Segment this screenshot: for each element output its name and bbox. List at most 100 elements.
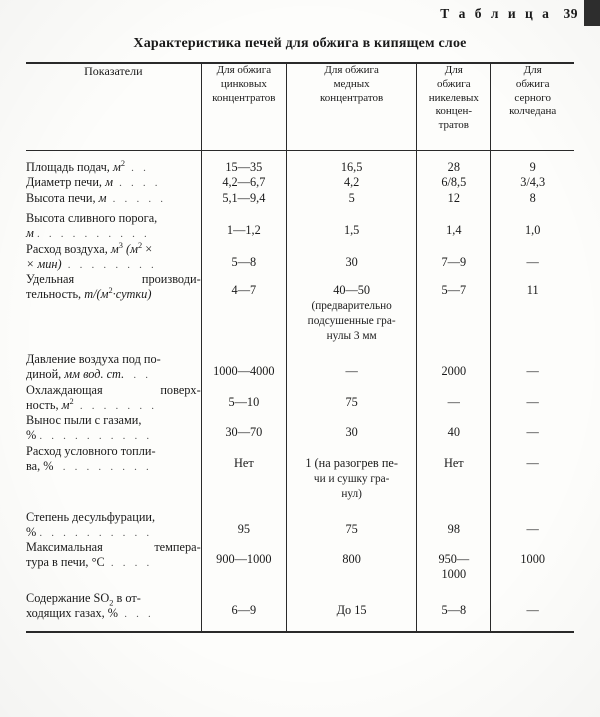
table-row: Высота печи, м . . . . . 5,1—9,4 5 12 8 — [26, 190, 574, 207]
unit: м — [26, 226, 34, 241]
table-number-value: 39 — [563, 6, 578, 21]
header-line: обжига — [515, 77, 550, 90]
row-label: Диаметр печи, м . . . . — [26, 175, 201, 190]
row-label-text: Максимальная темпера- — [26, 540, 201, 555]
cell-pyrite: 8 — [490, 190, 574, 207]
cell-pyrite: 1,0 — [490, 211, 574, 242]
header-line: тратов — [438, 119, 470, 131]
cell-copper: — — [286, 352, 417, 383]
spacer-cell — [200, 500, 287, 510]
spacer-cell — [490, 621, 574, 632]
cell-pyrite: 9 — [490, 160, 574, 176]
dot-leader: . . . . . . . . . . — [36, 228, 150, 241]
dot-leader: . . . . . — [112, 192, 167, 205]
row-label-text: Расход воздуха, м3 (м2 × — [26, 240, 153, 256]
spacer-row — [26, 500, 574, 510]
cell-copper: 30 — [286, 241, 417, 273]
table-container: Показатели Для обжига цинковых концентра… — [26, 62, 574, 633]
unit: м — [61, 397, 70, 412]
dot-leader: . . . . — [119, 177, 161, 190]
spacer-row — [26, 621, 574, 632]
spacer-cell — [286, 500, 417, 510]
cell-zinc: 1—1,2 — [200, 211, 287, 242]
spacer-cell — [490, 582, 574, 592]
cell-zinc: 5—8 — [200, 241, 287, 273]
row-label-text: тельность, т/(м2·сутки) — [26, 285, 152, 302]
cell-pyrite: 3/4,3 — [490, 175, 574, 191]
row-label-text: диной, мм вод. ст. . . — [26, 367, 152, 382]
row-label-text: Степень десульфурации, — [26, 509, 156, 524]
spacer-cell — [200, 621, 287, 632]
row-label-text: Диаметр печи, м . . . . — [26, 175, 161, 190]
cell-pyrite: — — [490, 352, 574, 383]
row-label: Давление воздуха под по- диной, мм вод. … — [26, 352, 201, 382]
cell-copper: 30 — [286, 413, 417, 444]
row-label-text: × мин) . . . . . . . . — [26, 256, 157, 271]
dot-leader: . . . . . . . . . . — [39, 526, 153, 539]
row-label-text: ность, м2 . . . . . . . — [26, 396, 158, 412]
dot-leader: . . . . . . . . — [62, 460, 152, 473]
cell-zinc: 4,2—6,7 — [200, 175, 287, 191]
row-label-text: Охлаждающая поверх- — [26, 382, 201, 397]
table-label: Т а б л и ц а — [440, 6, 552, 21]
cell-copper: 1,5 — [286, 211, 417, 242]
cell-copper: До 15 — [286, 591, 417, 622]
column-header-copper: Для обжига медных концентратов — [286, 63, 417, 151]
spacer-cell — [200, 150, 287, 160]
spacer-cell — [416, 150, 491, 160]
row-label: Площадь подач, м2 . . — [26, 159, 201, 175]
cell-zinc: 1000—4000 — [200, 352, 287, 383]
table-row: Удельная производи- тельность, т/(м2·сут… — [26, 272, 574, 344]
table-head: Показатели Для обжига цинковых концентра… — [26, 63, 574, 151]
cell-copper: 75 — [286, 509, 417, 541]
table-row: Площадь подач, м2 . . 15—35 16,5 28 9 — [26, 159, 574, 176]
header-line: обжига — [436, 77, 471, 90]
spacer-row — [26, 582, 574, 592]
row-label: Вынос пыли с газами, % . . . . . . . . .… — [26, 413, 201, 443]
spacer-cell — [200, 343, 287, 353]
column-header-nickel: Для обжига никелевых концен- тратов — [416, 63, 491, 151]
scan-artifact-corner — [584, 0, 600, 26]
cell-zinc: 95 — [200, 509, 287, 541]
spacer-cell — [416, 206, 491, 212]
cell-pyrite: — — [490, 443, 574, 501]
dot-leader: . . — [131, 162, 150, 174]
table-row: Расход условного топли- ва, % . . . . . … — [26, 443, 574, 501]
row-label: Высота печи, м . . . . . — [26, 191, 201, 206]
row-label-text: м . . . . . . . . . . — [26, 226, 201, 241]
row-label-text: тура в печи, °С . . . . — [26, 555, 153, 570]
row-label-text: ва, % . . . . . . . . — [26, 458, 152, 473]
spacer-cell — [286, 150, 417, 160]
cell-note-line: подсушенные гра- — [307, 315, 396, 328]
spacer-cell — [26, 582, 201, 591]
cell-pyrite: 1000 — [490, 540, 574, 583]
spacer-cell — [26, 622, 201, 632]
header-line: концен- — [435, 105, 473, 118]
cell-note-line: (предварительно — [311, 300, 392, 313]
furnace-characteristics-table: Показатели Для обжига цинковых концентра… — [26, 62, 574, 633]
row-label: Расход условного топли- ва, % . . . . . … — [26, 444, 201, 501]
header-line: цинковых — [220, 77, 267, 90]
cell-nickel: 40 — [416, 413, 491, 444]
table-row: Степень десульфурации, % . . . . . . . .… — [26, 509, 574, 541]
unit: м — [98, 190, 107, 205]
cell-pyrite: — — [490, 241, 574, 273]
dot-leader: . . — [133, 369, 152, 382]
table-row: Давление воздуха под по- диной, мм вод. … — [26, 352, 574, 383]
spacer-cell — [490, 500, 574, 510]
spacer-cell — [490, 150, 574, 160]
table-row: Вынос пыли с газами, % . . . . . . . . .… — [26, 413, 574, 444]
cell-note-line: чи и сушку гра- — [313, 472, 390, 485]
cell-copper: 1 (на разогрев пе- чи и сушку гра- нул) — [286, 443, 417, 501]
cell-copper: 75 — [286, 382, 417, 414]
unit: мм вод. ст. — [64, 367, 125, 382]
cell-zinc: 5—10 — [200, 382, 287, 414]
spacer-cell — [26, 343, 201, 352]
cell-note-line: 1000 — [441, 567, 467, 582]
spacer-row — [26, 206, 574, 212]
header-line: Для обжига — [216, 64, 272, 76]
table-row: Содержание SO2 в от- ходящих газах, % . … — [26, 591, 574, 622]
spacer-row — [26, 150, 574, 160]
row-label-text: Вынос пыли с газами, — [26, 413, 142, 428]
